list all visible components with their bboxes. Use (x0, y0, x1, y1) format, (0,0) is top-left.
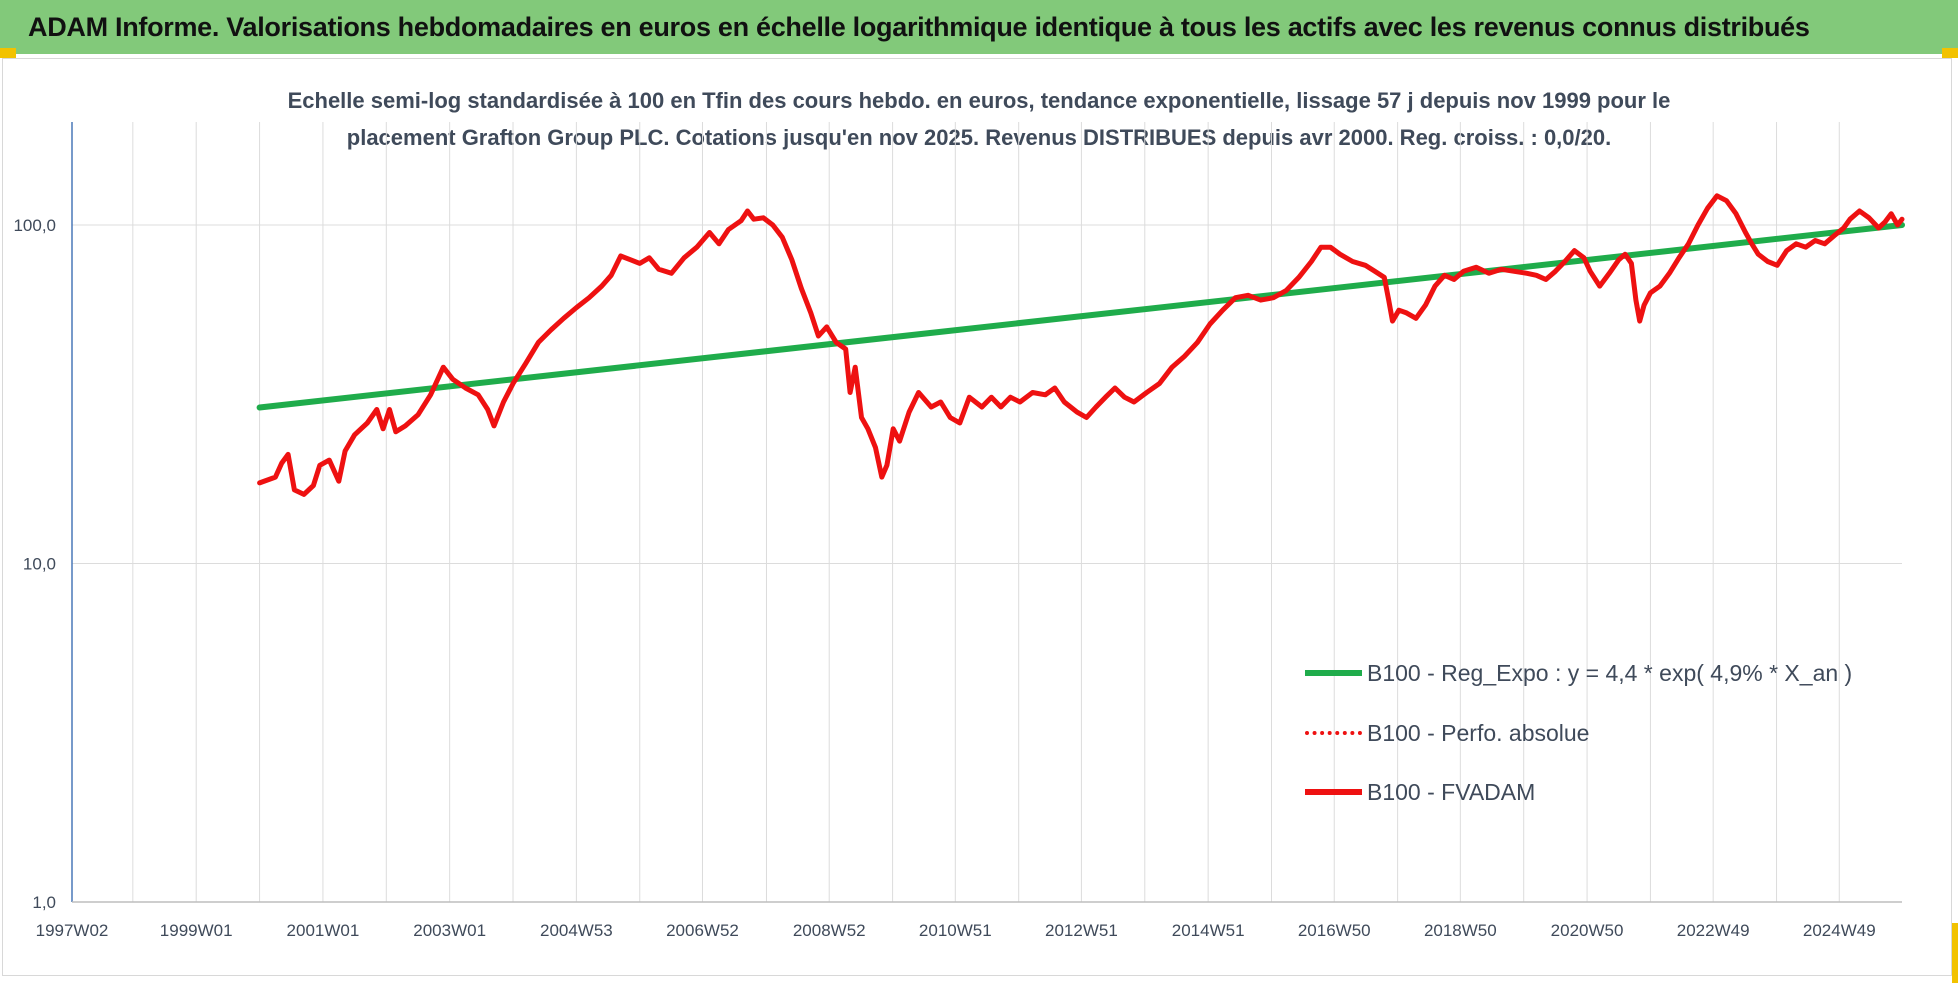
chart-title-line-2: placement Grafton Group PLC. Cotations j… (346, 125, 1612, 150)
x-tick-label: 1999W01 (160, 921, 233, 940)
x-tick-label: 1997W02 (36, 921, 109, 940)
x-tick-label: 2010W51 (919, 921, 992, 940)
x-tick-label: 2014W51 (1172, 921, 1245, 940)
x-tick-label: 2001W01 (287, 921, 360, 940)
chart-title-line-1: Echelle semi-log standardisée à 100 en T… (287, 88, 1671, 113)
x-tick-label: 2003W01 (413, 921, 486, 940)
y-tick-label: 1,0 (32, 893, 56, 912)
edge-accent (1952, 923, 1958, 983)
x-tick-label: 2006W52 (666, 921, 739, 940)
x-tick-label: 2020W50 (1551, 921, 1624, 940)
y-tick-label: 10,0 (23, 555, 56, 574)
x-tick-label: 2022W49 (1677, 921, 1750, 940)
x-tick-label: 2012W51 (1045, 921, 1118, 940)
y-tick-label: 100,0 (13, 216, 56, 235)
legend-label-fvadam: B100 - FVADAM (1367, 779, 1536, 805)
legend-swatch-absolute-performance (1305, 731, 1362, 735)
report-banner: ADAM Informe. Valorisations hebdomadaire… (0, 0, 1958, 54)
x-tick-label: 2024W49 (1803, 921, 1876, 940)
series-fvadam-line (257, 193, 1905, 497)
corner-accent-right (1942, 48, 1958, 58)
x-tick-label: 2016W50 (1298, 921, 1371, 940)
series-regression-line (256, 222, 1905, 411)
legend-swatch-fvadam (1305, 789, 1362, 795)
x-tick-label: 2018W50 (1424, 921, 1497, 940)
x-tick-label: 2008W52 (793, 921, 866, 940)
x-tick-label: 2004W53 (540, 921, 613, 940)
chart-frame (2, 58, 1952, 976)
corner-accent-left (0, 48, 16, 58)
report-title: ADAM Informe. Valorisations hebdomadaire… (28, 11, 1810, 42)
legend-swatch-regression (1305, 670, 1362, 676)
legend-label-regression: B100 - Reg_Expo : y = 4,4 * exp( 4,9% * … (1367, 660, 1853, 686)
legend-label-absolute-performance: B100 - Perfo. absolue (1367, 720, 1590, 746)
